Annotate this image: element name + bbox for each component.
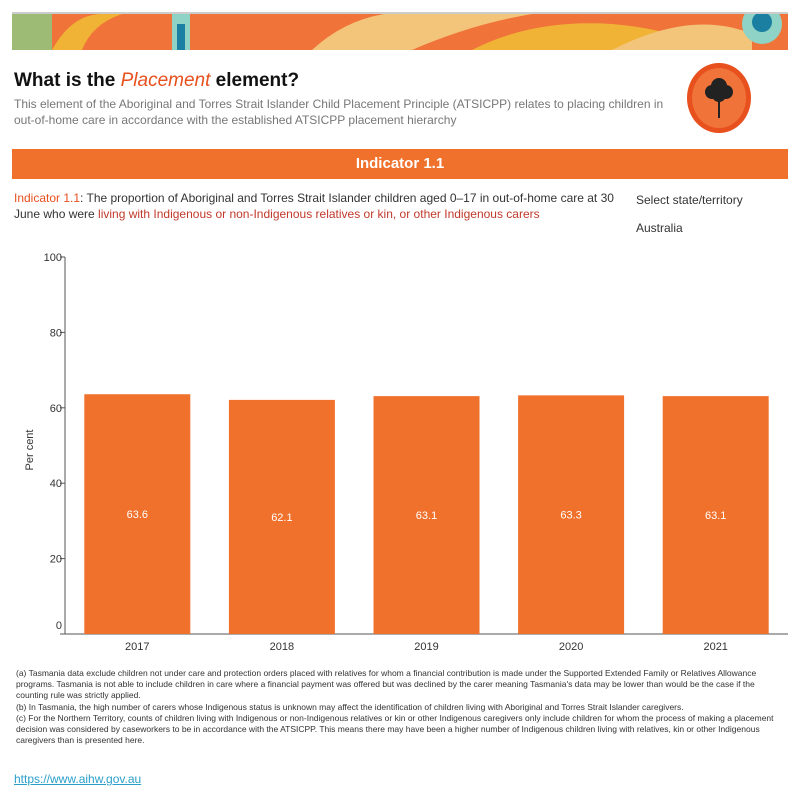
bar-chart: Per cent 0 20 40 60 80 100 63.6 2017 62.1 2018 63.… bbox=[24, 252, 788, 653]
title-emphasis: Placement bbox=[120, 70, 211, 91]
bar-2017 bbox=[84, 394, 191, 634]
banner-art-icon bbox=[12, 14, 782, 50]
y-tick-label: 100 bbox=[44, 252, 62, 264]
decorative-banner bbox=[12, 12, 788, 50]
bar-2021 bbox=[662, 396, 769, 634]
bar-2019 bbox=[373, 396, 480, 634]
y-tick-label: 0 bbox=[56, 620, 62, 632]
footnotes: (a) Tasmania data exclude children not u… bbox=[16, 668, 786, 746]
indicator-description: Indicator 1.1: The proportion of Aborigi… bbox=[14, 190, 626, 222]
tree-logo-icon bbox=[687, 63, 751, 133]
page-title: What is the Placement element? bbox=[14, 70, 299, 92]
y-tick-label: 60 bbox=[50, 403, 62, 415]
data-label: 63.6 bbox=[127, 509, 148, 521]
footnote-c: (c) For the Northern Territory, counts o… bbox=[16, 712, 774, 746]
x-tick-label: 2018 bbox=[270, 641, 294, 653]
y-tick-label: 40 bbox=[50, 478, 62, 490]
state-filter-select[interactable]: Australia bbox=[636, 221, 683, 235]
indicator-highlight: living with Indigenous or non-Indigenous… bbox=[98, 207, 540, 221]
indicator-text: : The proportion of Aboriginal and Torre… bbox=[14, 191, 614, 221]
title-text: What is the bbox=[14, 70, 121, 91]
x-tick-label: 2017 bbox=[125, 641, 149, 653]
data-label: 62.1 bbox=[271, 512, 292, 524]
bar-2018 bbox=[228, 399, 335, 634]
footnote-a: (a) Tasmania data exclude children not u… bbox=[16, 668, 757, 701]
bar-2020 bbox=[518, 395, 625, 634]
data-label: 63.3 bbox=[560, 510, 581, 522]
indicator-label: Indicator 1.1 bbox=[14, 191, 81, 205]
data-label: 63.1 bbox=[416, 510, 437, 522]
footnote-b: (b) In Tasmania, the high number of care… bbox=[16, 701, 684, 712]
page-description: This element of the Aboriginal and Torre… bbox=[14, 97, 664, 127]
state-filter-label: Select state/territory bbox=[636, 193, 743, 207]
indicator-header: Indicator 1.1 bbox=[12, 149, 788, 179]
x-tick-label: 2020 bbox=[559, 641, 583, 653]
x-tick-label: 2021 bbox=[703, 641, 727, 653]
aihw-link[interactable]: https://www.aihw.gov.au bbox=[14, 772, 142, 786]
y-tick-label: 20 bbox=[50, 554, 62, 566]
data-label: 63.1 bbox=[705, 510, 726, 522]
title-text-end: element? bbox=[210, 70, 300, 91]
x-tick-label: 2019 bbox=[414, 641, 438, 653]
y-axis-label: Per cent bbox=[24, 430, 36, 471]
y-tick-label: 80 bbox=[50, 327, 62, 339]
